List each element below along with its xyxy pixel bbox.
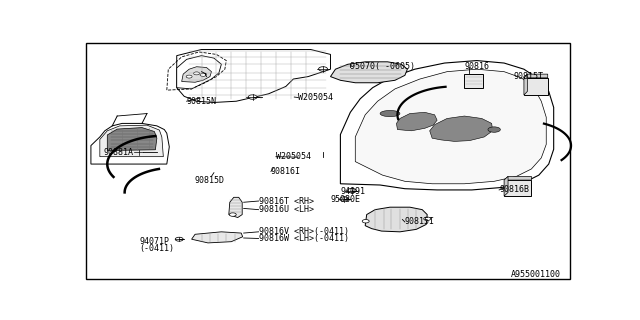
Polygon shape: [504, 176, 531, 180]
Ellipse shape: [488, 127, 500, 132]
Text: 90815D: 90815D: [194, 176, 224, 185]
Text: 90881A: 90881A: [104, 148, 134, 157]
Bar: [524, 78, 548, 95]
Text: 90816: 90816: [465, 62, 490, 71]
Bar: [465, 74, 483, 88]
Polygon shape: [524, 74, 527, 95]
Text: 90816V <RH>(-0411): 90816V <RH>(-0411): [259, 227, 349, 236]
Text: 90816I: 90816I: [271, 167, 301, 176]
Text: W205054: W205054: [298, 93, 333, 102]
Text: 90816B: 90816B: [499, 185, 529, 195]
Polygon shape: [177, 50, 330, 102]
Circle shape: [424, 217, 431, 220]
Polygon shape: [396, 112, 437, 131]
Text: 94071P: 94071P: [140, 237, 170, 246]
Text: 90815T: 90815T: [514, 72, 544, 81]
Polygon shape: [100, 125, 163, 157]
Bar: [504, 180, 531, 196]
Circle shape: [186, 75, 192, 78]
Polygon shape: [229, 197, 242, 218]
Polygon shape: [504, 176, 508, 196]
Text: (-0411): (-0411): [140, 244, 175, 253]
Text: 90816W <LH>(-0411): 90816W <LH>(-0411): [259, 234, 349, 243]
Text: A955001100: A955001100: [511, 270, 561, 279]
Polygon shape: [191, 232, 243, 243]
Ellipse shape: [380, 110, 400, 116]
Polygon shape: [108, 128, 157, 150]
Text: 90816U <LH>: 90816U <LH>: [259, 205, 314, 214]
Circle shape: [348, 188, 356, 193]
Circle shape: [248, 95, 257, 99]
Circle shape: [134, 150, 143, 155]
Circle shape: [193, 72, 200, 75]
Polygon shape: [429, 116, 493, 141]
Polygon shape: [182, 67, 211, 82]
Text: 95070( -0605): 95070( -0605): [350, 62, 415, 71]
Polygon shape: [340, 60, 554, 190]
Circle shape: [319, 67, 328, 71]
Text: 94091: 94091: [340, 187, 365, 196]
Circle shape: [362, 220, 369, 223]
Polygon shape: [524, 74, 548, 78]
Text: 95080E: 95080E: [330, 195, 360, 204]
Text: 90815I: 90815I: [405, 218, 435, 227]
Text: 90815N: 90815N: [187, 97, 216, 106]
Polygon shape: [355, 69, 547, 184]
Circle shape: [340, 197, 349, 201]
Polygon shape: [365, 207, 428, 232]
Polygon shape: [91, 124, 169, 164]
Circle shape: [175, 237, 183, 241]
Text: W205054: W205054: [276, 152, 311, 161]
Polygon shape: [330, 62, 408, 83]
Polygon shape: [177, 56, 221, 89]
Circle shape: [200, 73, 206, 76]
Text: 90816T <RH>: 90816T <RH>: [259, 196, 314, 205]
Circle shape: [229, 213, 236, 216]
